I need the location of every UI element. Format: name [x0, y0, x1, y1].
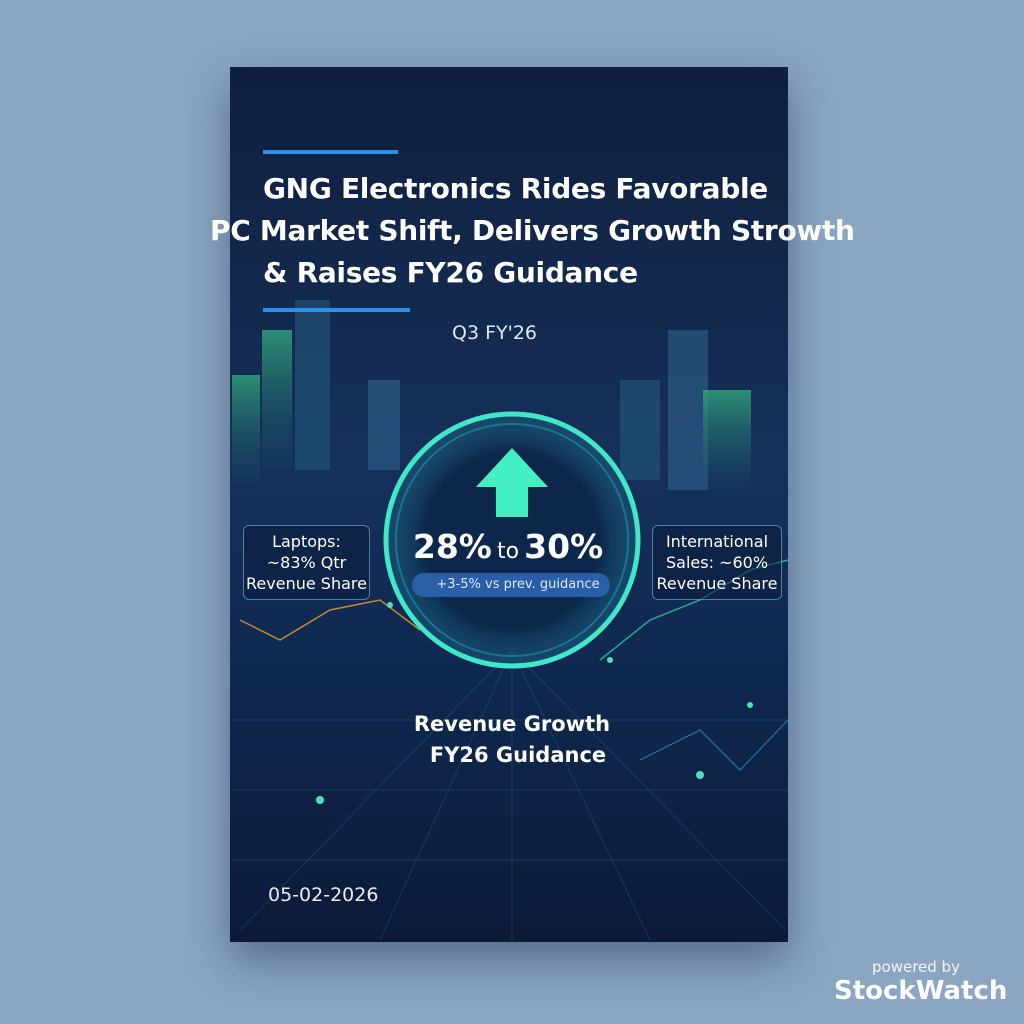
skyline: [232, 300, 789, 772]
title-line: & Raises FY26 Guidance: [263, 256, 638, 289]
metric-label: Revenue Growth: [413, 712, 611, 736]
left-callout: Laptops: ~83% Qtr Revenue Share: [243, 525, 370, 600]
ring-inner: [395, 423, 629, 657]
metric-label: FY26 Guidance: [429, 743, 607, 767]
callout-line: Revenue Share: [246, 574, 367, 593]
accent-bar: [263, 308, 410, 312]
range-low: 28%: [412, 527, 492, 566]
badge-text: +3-5% vs prev. guidance: [436, 577, 600, 592]
ring: [383, 411, 641, 669]
callout-line: ~83% Qtr: [266, 553, 347, 572]
callout-line: Sales: ~60%: [665, 553, 769, 572]
guidance-range: 28% to 30%: [408, 527, 608, 566]
brand: StockWatch: [834, 976, 1008, 1006]
range-word: to: [496, 539, 520, 564]
callout-line: Laptops:: [272, 532, 341, 551]
accent-bar: [263, 150, 398, 154]
callout-line: International: [665, 532, 769, 551]
floor-grid: [232, 649, 788, 941]
title-line: GNG Electronics Rides Favorable: [263, 172, 768, 205]
period: Q3 FY'26: [452, 322, 538, 344]
date: 05-02-2026: [268, 884, 379, 906]
right-callout: International Sales: ~60% Revenue Share: [652, 525, 782, 600]
title-line: PC Market Shift, Delivers Growth Strowth: [210, 214, 855, 247]
powered-by: powered by: [872, 958, 960, 976]
callout-line: Revenue Share: [656, 574, 778, 593]
badge: +3-5% vs prev. guidance: [412, 573, 610, 597]
up-arrow: [476, 448, 548, 517]
glow-dots: [316, 602, 753, 804]
range-high: 30%: [524, 527, 604, 566]
